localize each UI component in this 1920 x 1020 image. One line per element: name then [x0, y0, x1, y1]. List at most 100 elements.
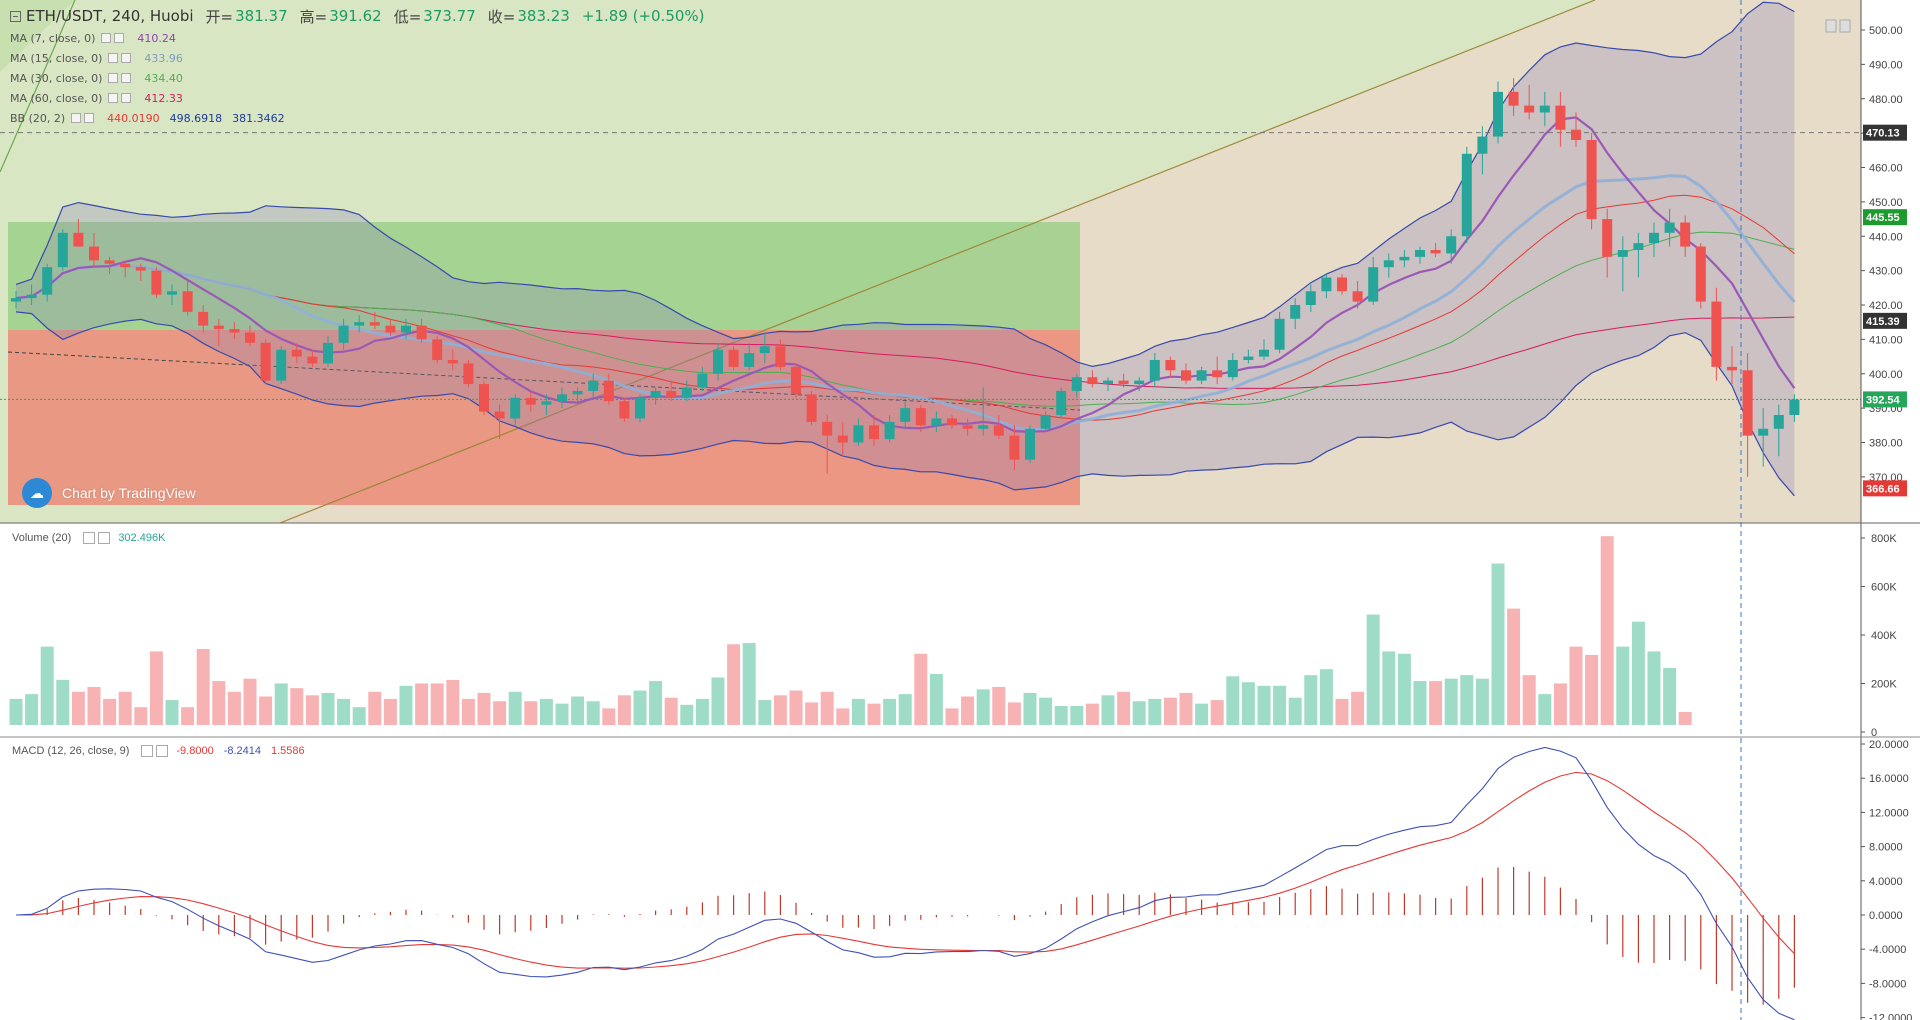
candle — [822, 421, 833, 436]
volume-bar — [1382, 651, 1396, 725]
price-tick-label: 400.00 — [1869, 369, 1903, 381]
close-icon[interactable] — [84, 113, 95, 123]
volume-bar — [976, 689, 990, 725]
close-icon[interactable] — [114, 33, 125, 43]
settings-icon[interactable] — [71, 113, 82, 123]
volume-legend[interactable]: Volume (20) 302.496K — [12, 532, 166, 544]
candle — [666, 390, 677, 398]
price-tick-label: 380.00 — [1869, 438, 1903, 450]
volume-bar — [1210, 700, 1224, 725]
candle — [775, 346, 786, 367]
price-tick-label: 440.00 — [1869, 231, 1903, 243]
settings-icon[interactable] — [141, 745, 154, 757]
legend-ma7[interactable]: MA (7, close, 0) 410.24 — [10, 31, 176, 45]
candle — [73, 232, 84, 247]
volume-bar — [898, 694, 912, 725]
collapse-icon[interactable] — [10, 10, 21, 22]
close-icon[interactable] — [121, 53, 132, 63]
candle — [869, 425, 879, 440]
candle — [1789, 399, 1800, 415]
volume-bar — [1101, 695, 1115, 725]
volume-bar — [961, 696, 975, 725]
volume-bar — [212, 681, 226, 725]
candle — [291, 349, 302, 357]
volume-bar — [274, 683, 288, 725]
open-value: 381.37 — [235, 7, 288, 25]
candle — [1352, 291, 1363, 302]
volume-bar — [1319, 669, 1333, 725]
price-label-badge — [1863, 209, 1907, 226]
candle — [603, 380, 614, 402]
volume-bar — [134, 707, 148, 725]
high-value: 391.62 — [329, 7, 382, 25]
candle — [915, 408, 926, 426]
volume-bar — [1085, 703, 1099, 725]
macd-line — [15, 746, 1795, 1020]
entry-line — [7, 351, 1081, 411]
candle — [635, 397, 645, 419]
candle — [1165, 360, 1176, 371]
settings-icon[interactable] — [101, 33, 112, 43]
volume-bar — [1631, 621, 1645, 725]
legend-bb[interactable]: BB (20, 2) 440.0190 498.6918 381.3462 — [10, 111, 285, 125]
candle — [1680, 222, 1691, 247]
candle — [1227, 360, 1238, 378]
volume-bar — [1475, 678, 1489, 725]
volume-bar — [259, 696, 273, 725]
volume-bar — [493, 701, 507, 725]
close-icon[interactable] — [121, 93, 132, 103]
price-tick-label: 430.00 — [1869, 266, 1903, 278]
volume-bar — [727, 644, 741, 725]
price-tick-label: 410.00 — [1869, 334, 1903, 346]
volume-bar — [1257, 685, 1271, 725]
candle — [1539, 105, 1550, 113]
volume-bar — [805, 702, 819, 725]
legend-ma60[interactable]: MA (60, close, 0) 412.33 — [10, 91, 183, 105]
candle — [167, 291, 177, 295]
volume-bar — [149, 651, 163, 725]
candle — [120, 263, 131, 268]
volume-bar — [1070, 706, 1084, 725]
price-tick-label: 480.00 — [1869, 94, 1903, 106]
volume-bar — [1039, 697, 1053, 725]
candle — [151, 270, 162, 295]
candle — [447, 360, 458, 364]
settings-icon[interactable] — [108, 73, 119, 83]
price-label-badge — [1863, 124, 1907, 141]
candle — [1009, 435, 1020, 460]
tradingview-watermark[interactable]: ☁ Chart by TradingView — [22, 478, 196, 508]
settings-icon[interactable] — [83, 532, 96, 544]
candle — [1430, 250, 1441, 254]
volume-bar — [1226, 676, 1240, 725]
candle — [104, 260, 115, 264]
candle — [1071, 377, 1082, 391]
settings-icon[interactable] — [108, 53, 119, 63]
close-icon[interactable] — [156, 745, 169, 757]
candle — [1649, 232, 1659, 244]
candle — [993, 425, 1004, 436]
close-icon[interactable] — [121, 73, 132, 83]
volume-tick-label: 400K — [1871, 630, 1897, 642]
volume-bar — [446, 679, 460, 725]
volume-bar — [1241, 682, 1255, 725]
volume-bar — [1663, 668, 1677, 725]
candle — [213, 325, 224, 330]
macd-legend[interactable]: MACD (12, 26, close, 9) -9.8000 -8.2414 … — [12, 745, 305, 757]
close-icon[interactable] — [98, 532, 111, 544]
legend-ma15[interactable]: MA (15, close, 0) 433.96 — [10, 51, 183, 65]
volume-bar — [680, 704, 694, 725]
candle — [1196, 370, 1207, 381]
volume-bar — [1600, 536, 1614, 725]
symbol-name[interactable]: ETH/USDT, 240, Huobi — [26, 7, 194, 25]
candle — [260, 342, 271, 381]
candle — [791, 366, 801, 395]
candle — [1586, 140, 1597, 220]
volume-bar — [383, 698, 397, 725]
candle — [1103, 380, 1113, 385]
volume-bar — [867, 703, 881, 725]
volume-tick-label: 0 — [1871, 727, 1877, 739]
legend-ma30[interactable]: MA (30, close, 0) 434.40 — [10, 71, 183, 85]
volume-bar — [1397, 653, 1411, 725]
settings-icon[interactable] — [108, 93, 119, 103]
